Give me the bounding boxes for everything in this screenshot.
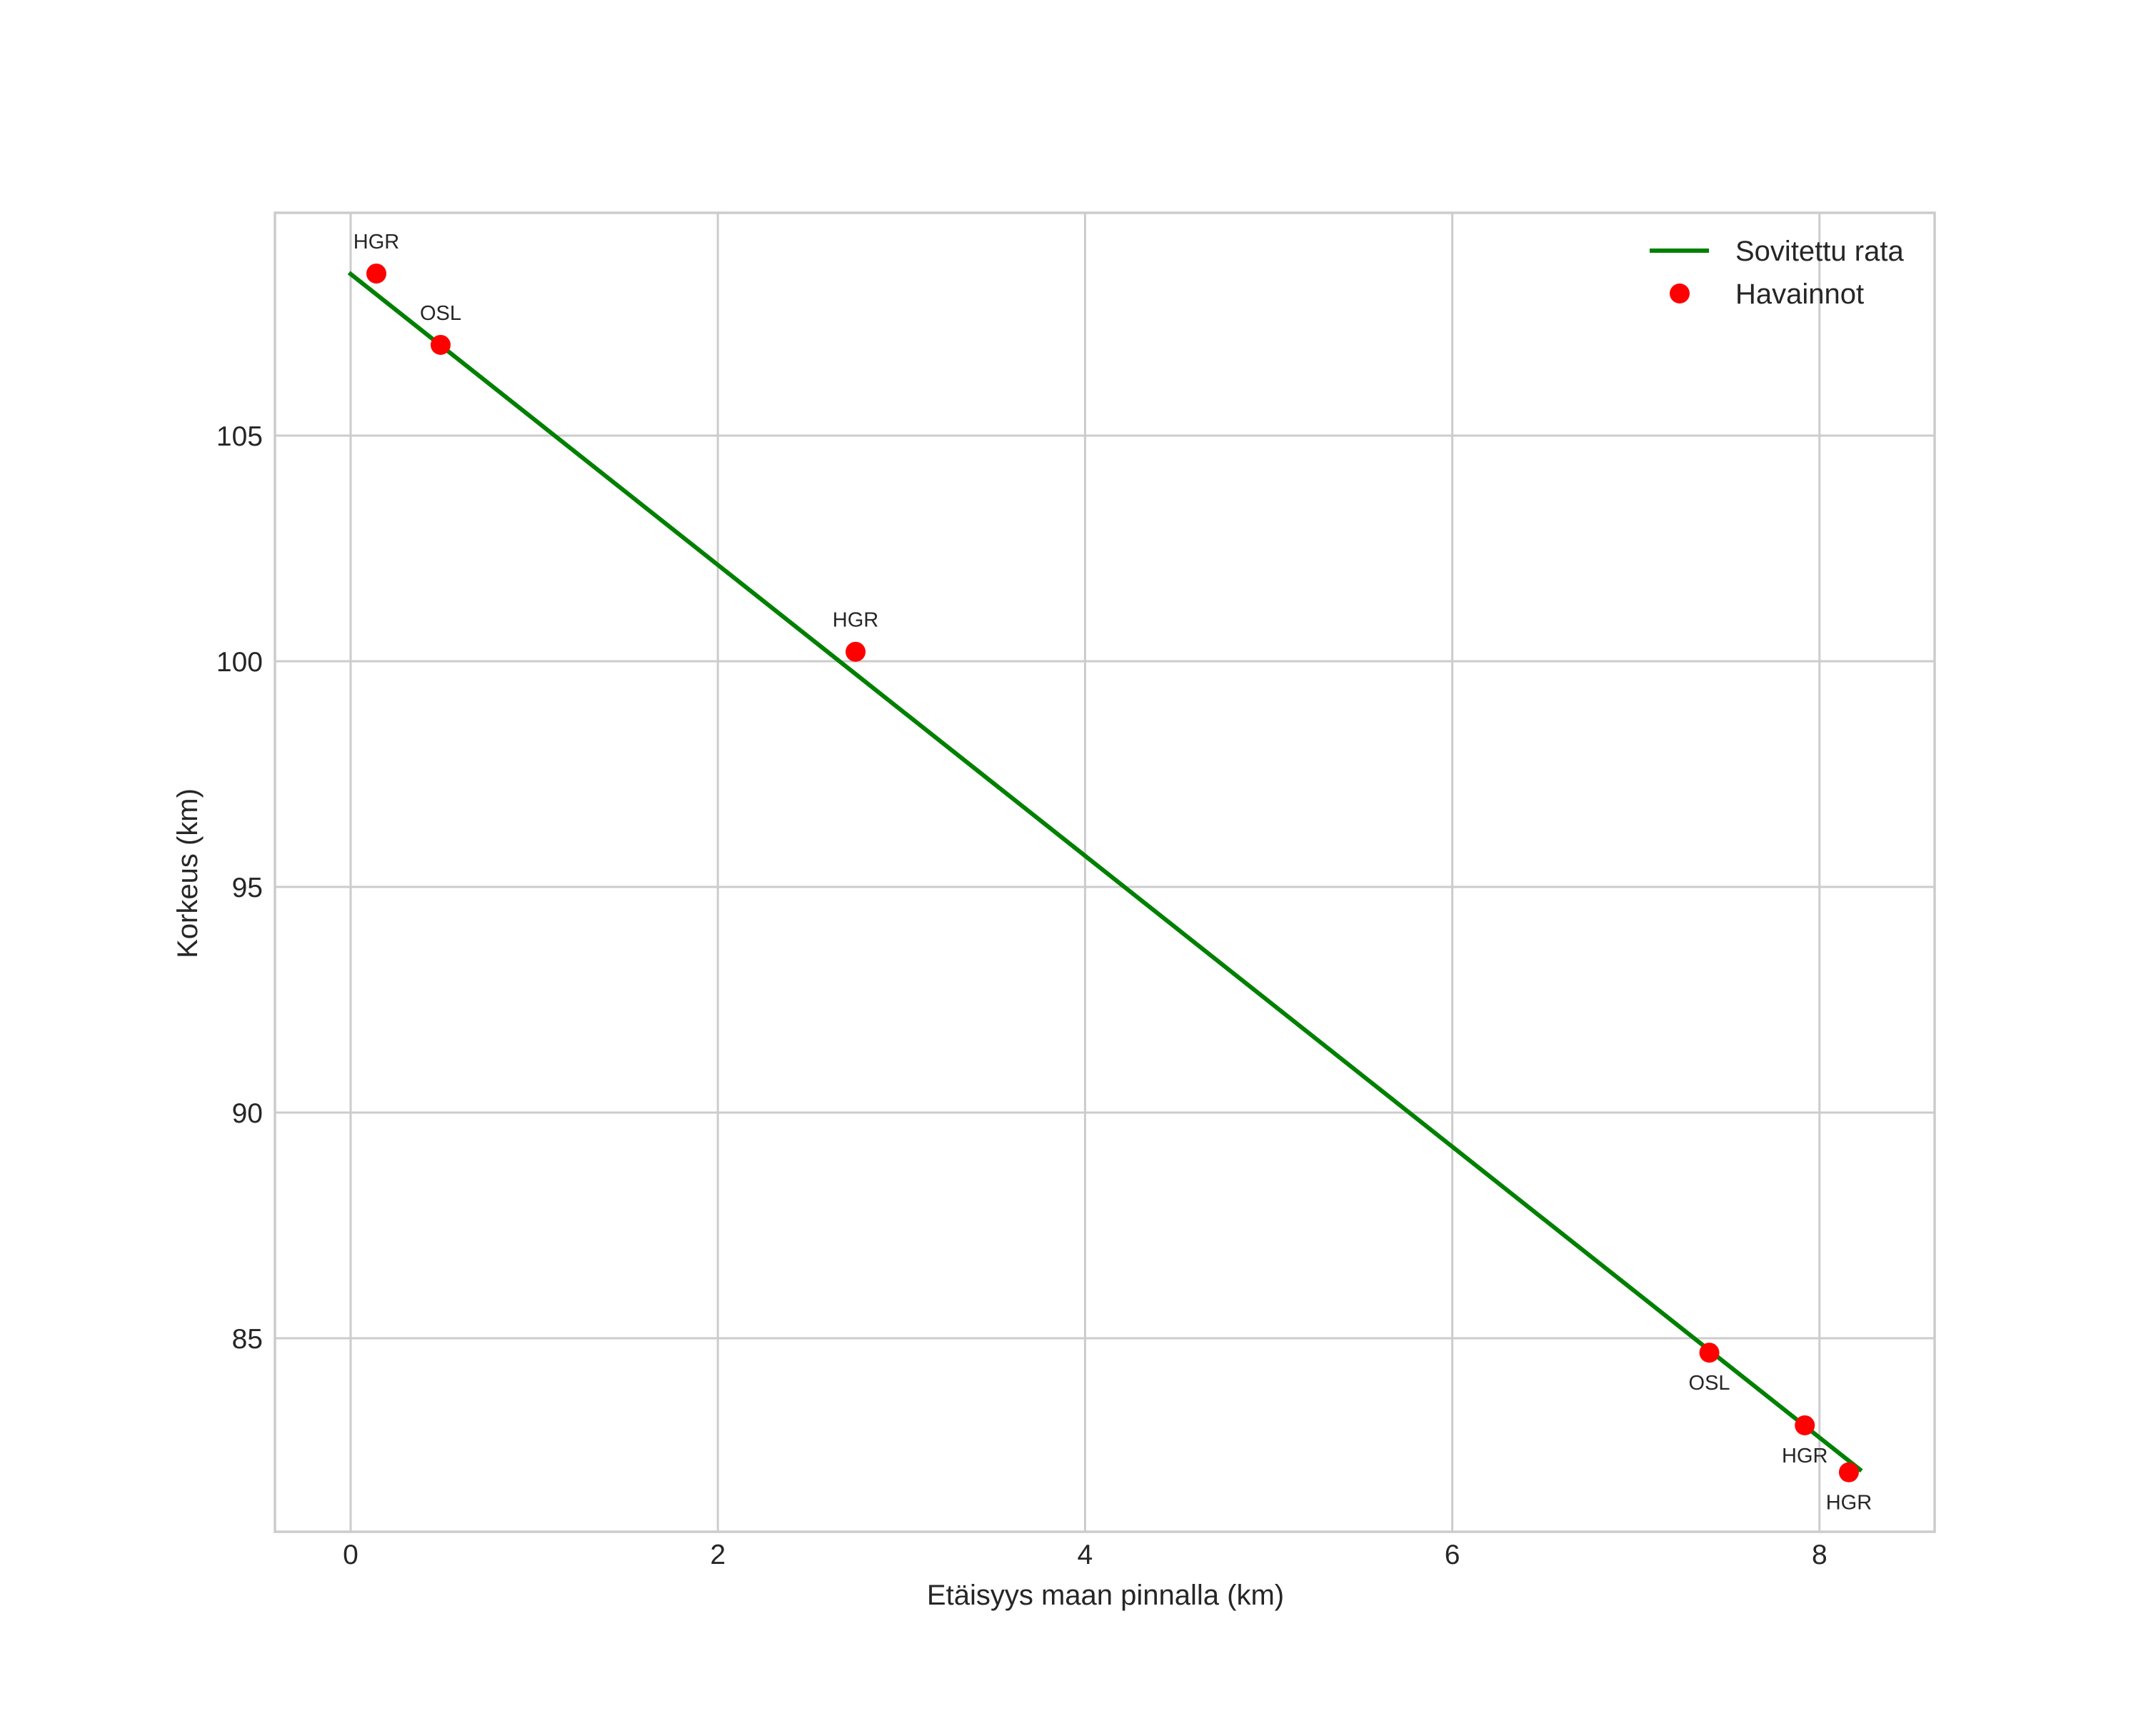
x-tick-label: 6 [1445, 1540, 1460, 1570]
fitted-track-line [347, 271, 1863, 1473]
x-gridlines [349, 213, 1821, 1532]
observation-point [1795, 1415, 1815, 1435]
observation-point [1838, 1462, 1859, 1482]
legend: Sovitettu rata Havainnot [1650, 236, 1904, 310]
x-axis-label: Etäisyys maan pinnalla (km) [927, 1580, 1284, 1611]
station-label: HGR [833, 609, 878, 632]
station-label: HGR [1782, 1445, 1827, 1467]
observation-point [430, 334, 451, 355]
observation-point [846, 641, 866, 662]
x-tick-label: 2 [710, 1540, 726, 1570]
station-label: HGR [354, 231, 399, 254]
station-label: OSL [420, 302, 461, 325]
legend-item-observations: Havainnot [1670, 279, 1864, 310]
point-annotations: HGR OSL HGR OSL HGR HGR [354, 231, 1872, 1515]
x-tick-label: 8 [1812, 1540, 1827, 1570]
plot-area: HGR OSL HGR OSL HGR HGR [274, 211, 1936, 1533]
series-layer [347, 264, 1863, 1482]
y-gridlines [275, 434, 1935, 1340]
x-tick-label: 4 [1078, 1540, 1093, 1570]
station-label: OSL [1689, 1372, 1730, 1395]
x-tick-labels: 0 2 4 6 8 [343, 1540, 1827, 1570]
y-tick-label: 100 [216, 647, 263, 678]
x-tick-label: 0 [343, 1540, 359, 1570]
y-tick-label: 85 [232, 1324, 263, 1355]
axes-frame [274, 211, 1936, 1533]
y-tick-label: 90 [232, 1098, 263, 1129]
y-tick-label: 105 [216, 421, 263, 452]
y-axis-label: Korkeus (km) [172, 788, 204, 958]
legend-label-observations: Havainnot [1735, 279, 1864, 310]
observation-point [1699, 1343, 1720, 1363]
y-tick-label: 95 [232, 873, 263, 903]
station-label: HGR [1826, 1492, 1872, 1515]
legend-label-fitted-track: Sovitettu rata [1735, 236, 1904, 267]
legend-item-fitted-track: Sovitettu rata [1650, 236, 1904, 267]
y-tick-labels: 85 90 95 100 105 [216, 421, 263, 1355]
dot-swatch-icon [1670, 284, 1690, 303]
observation-point [366, 264, 386, 284]
